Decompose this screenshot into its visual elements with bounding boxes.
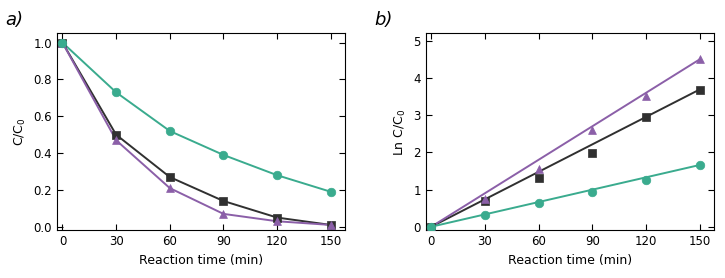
Point — [426, 225, 437, 229]
Point — [57, 40, 68, 45]
Point — [218, 153, 229, 157]
X-axis label: Reaction time (min): Reaction time (min) — [507, 254, 632, 267]
Point — [218, 199, 229, 203]
Point — [325, 223, 336, 227]
Point — [110, 133, 122, 137]
Point — [271, 173, 283, 177]
Point — [426, 225, 437, 229]
Point — [271, 215, 283, 220]
Point — [164, 175, 175, 179]
Point — [694, 87, 705, 92]
Point — [110, 90, 122, 95]
Point — [218, 212, 229, 216]
Point — [164, 129, 175, 133]
Point — [479, 213, 491, 217]
Text: b): b) — [374, 11, 392, 29]
Point — [325, 223, 336, 227]
Point — [640, 115, 652, 120]
Text: a): a) — [5, 11, 23, 29]
Point — [426, 225, 437, 229]
Point — [533, 167, 544, 171]
Point — [164, 186, 175, 190]
Point — [587, 151, 598, 156]
Y-axis label: Ln C/C$_0$: Ln C/C$_0$ — [393, 108, 408, 156]
Point — [694, 57, 705, 62]
Point — [533, 200, 544, 205]
Point — [694, 163, 705, 167]
Point — [271, 219, 283, 224]
Point — [57, 40, 68, 45]
Point — [57, 40, 68, 45]
Point — [640, 94, 652, 98]
Point — [640, 177, 652, 182]
Point — [587, 190, 598, 194]
Point — [533, 176, 544, 180]
Point — [325, 190, 336, 194]
Point — [479, 197, 491, 201]
Point — [110, 138, 122, 142]
X-axis label: Reaction time (min): Reaction time (min) — [139, 254, 263, 267]
Y-axis label: C/C$_0$: C/C$_0$ — [13, 118, 28, 146]
Point — [587, 128, 598, 133]
Point — [479, 199, 491, 203]
